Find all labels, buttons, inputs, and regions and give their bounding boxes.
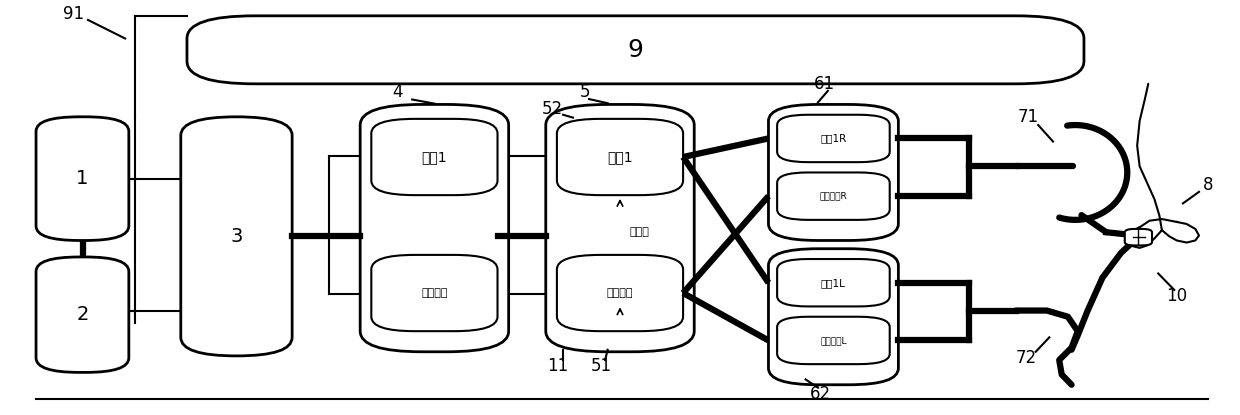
Text: 3: 3 <box>231 227 243 246</box>
Text: 阀门温水L: 阀门温水L <box>820 336 847 345</box>
Text: 加热器: 加热器 <box>630 227 650 237</box>
FancyBboxPatch shape <box>36 257 129 372</box>
Text: 气味1: 气味1 <box>608 150 632 164</box>
Text: 4: 4 <box>392 83 403 101</box>
FancyBboxPatch shape <box>777 115 890 162</box>
Text: 52: 52 <box>542 100 563 117</box>
Text: 91: 91 <box>62 5 84 23</box>
FancyBboxPatch shape <box>777 317 890 364</box>
FancyBboxPatch shape <box>36 117 129 240</box>
FancyBboxPatch shape <box>360 105 508 352</box>
FancyBboxPatch shape <box>777 173 890 220</box>
Text: 61: 61 <box>813 75 835 93</box>
Text: 阀门1L: 阀门1L <box>821 278 846 288</box>
Text: 阀门温水: 阀门温水 <box>422 288 448 298</box>
Text: 9: 9 <box>627 38 644 62</box>
Text: 阀门1R: 阀门1R <box>821 134 847 144</box>
FancyBboxPatch shape <box>769 249 898 385</box>
Text: 72: 72 <box>1016 349 1037 367</box>
FancyBboxPatch shape <box>1125 229 1152 245</box>
FancyBboxPatch shape <box>557 255 683 331</box>
FancyBboxPatch shape <box>777 259 890 306</box>
Text: 1: 1 <box>76 169 88 188</box>
Text: 62: 62 <box>810 385 831 403</box>
Text: 阀门温水R: 阀门温水R <box>820 192 847 201</box>
Text: 51: 51 <box>591 357 613 375</box>
FancyBboxPatch shape <box>546 105 694 352</box>
Text: 71: 71 <box>1018 108 1039 126</box>
Text: 气味温水: 气味温水 <box>606 288 634 298</box>
FancyBboxPatch shape <box>769 105 898 240</box>
Text: 8: 8 <box>1203 176 1213 194</box>
FancyBboxPatch shape <box>371 255 497 331</box>
Text: 11: 11 <box>548 357 569 375</box>
FancyBboxPatch shape <box>371 119 497 195</box>
FancyBboxPatch shape <box>181 117 293 356</box>
Text: 2: 2 <box>76 305 88 324</box>
Text: 10: 10 <box>1166 287 1188 305</box>
Text: 5: 5 <box>580 83 590 101</box>
FancyBboxPatch shape <box>557 119 683 195</box>
Text: 阀门1: 阀门1 <box>422 150 448 164</box>
FancyBboxPatch shape <box>187 16 1084 84</box>
